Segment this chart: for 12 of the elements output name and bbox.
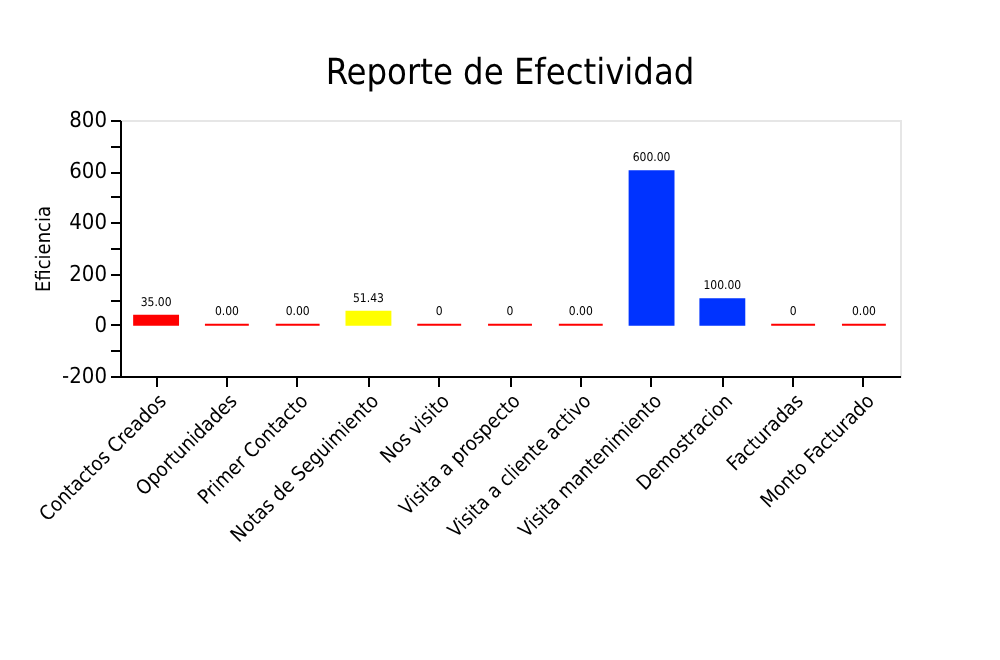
chart-title: Reporte de Efectividad: [325, 52, 695, 94]
y-tick-label: 800: [69, 107, 107, 133]
bar: [345, 310, 392, 326]
y-axis-title: Eficiencia: [34, 206, 57, 292]
bar: [628, 170, 675, 326]
y-tick-label: 0: [94, 311, 107, 338]
bar: [133, 314, 180, 326]
y-tick-label: 600: [69, 158, 107, 185]
y-tick-label: -200: [62, 363, 107, 389]
y-tick-label: 200: [69, 260, 107, 287]
bar: [699, 298, 746, 326]
y-tick-label: 400: [69, 209, 107, 236]
